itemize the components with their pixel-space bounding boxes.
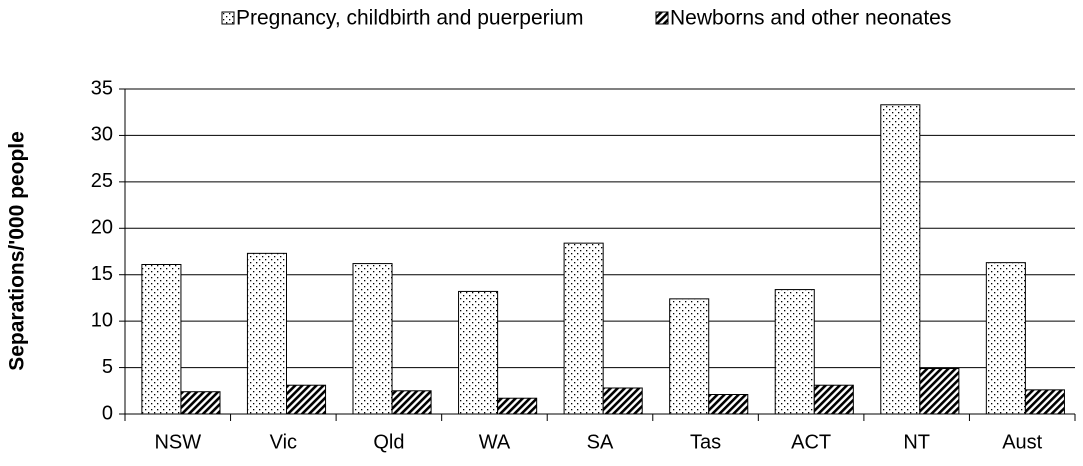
- y-tick-label: 25: [91, 170, 113, 192]
- bar: [985, 262, 1026, 415]
- y-tick-label: 10: [91, 309, 113, 331]
- y-tick-label: 5: [102, 356, 113, 378]
- x-tick-label: ACT: [791, 431, 831, 453]
- bar: [497, 397, 538, 415]
- bar: [602, 387, 643, 415]
- legend-text: Pregnancy, childbirth and puerperium: [236, 7, 583, 30]
- y-axis-label: Separations/'000 people: [6, 131, 29, 371]
- bar: [880, 104, 921, 415]
- y-tick-label: 15: [91, 263, 113, 285]
- x-tick-label: Aust: [1002, 431, 1042, 453]
- x-tick-label: NT: [903, 431, 930, 453]
- x-tick-label: Qld: [373, 431, 404, 453]
- bar: [458, 290, 499, 415]
- bar: [563, 242, 604, 415]
- x-tick-label: Tas: [690, 431, 721, 453]
- y-tick-label: 0: [102, 402, 113, 424]
- x-tick-label: Vic: [270, 431, 297, 453]
- y-tick-label: 20: [91, 217, 113, 239]
- x-tick-label: WA: [479, 431, 511, 453]
- x-tick-label: SA: [587, 431, 614, 453]
- bar: [774, 289, 815, 415]
- bar: [286, 384, 327, 415]
- bar: [813, 384, 854, 415]
- legend-text: Newborns and other neonates: [670, 7, 951, 30]
- legend-swatch: [655, 11, 669, 25]
- y-tick-label: 35: [91, 77, 113, 99]
- legend-swatch: [221, 11, 235, 25]
- bar: [141, 264, 182, 415]
- bar: [352, 263, 393, 415]
- x-tick-label: NSW: [154, 431, 201, 453]
- bar: [708, 394, 749, 415]
- bar: [246, 252, 287, 415]
- bar: [180, 391, 221, 415]
- bar: [391, 390, 432, 415]
- bar: [919, 368, 960, 415]
- bar: [1024, 389, 1065, 415]
- y-tick-label: 30: [91, 124, 113, 146]
- bar: [669, 298, 710, 415]
